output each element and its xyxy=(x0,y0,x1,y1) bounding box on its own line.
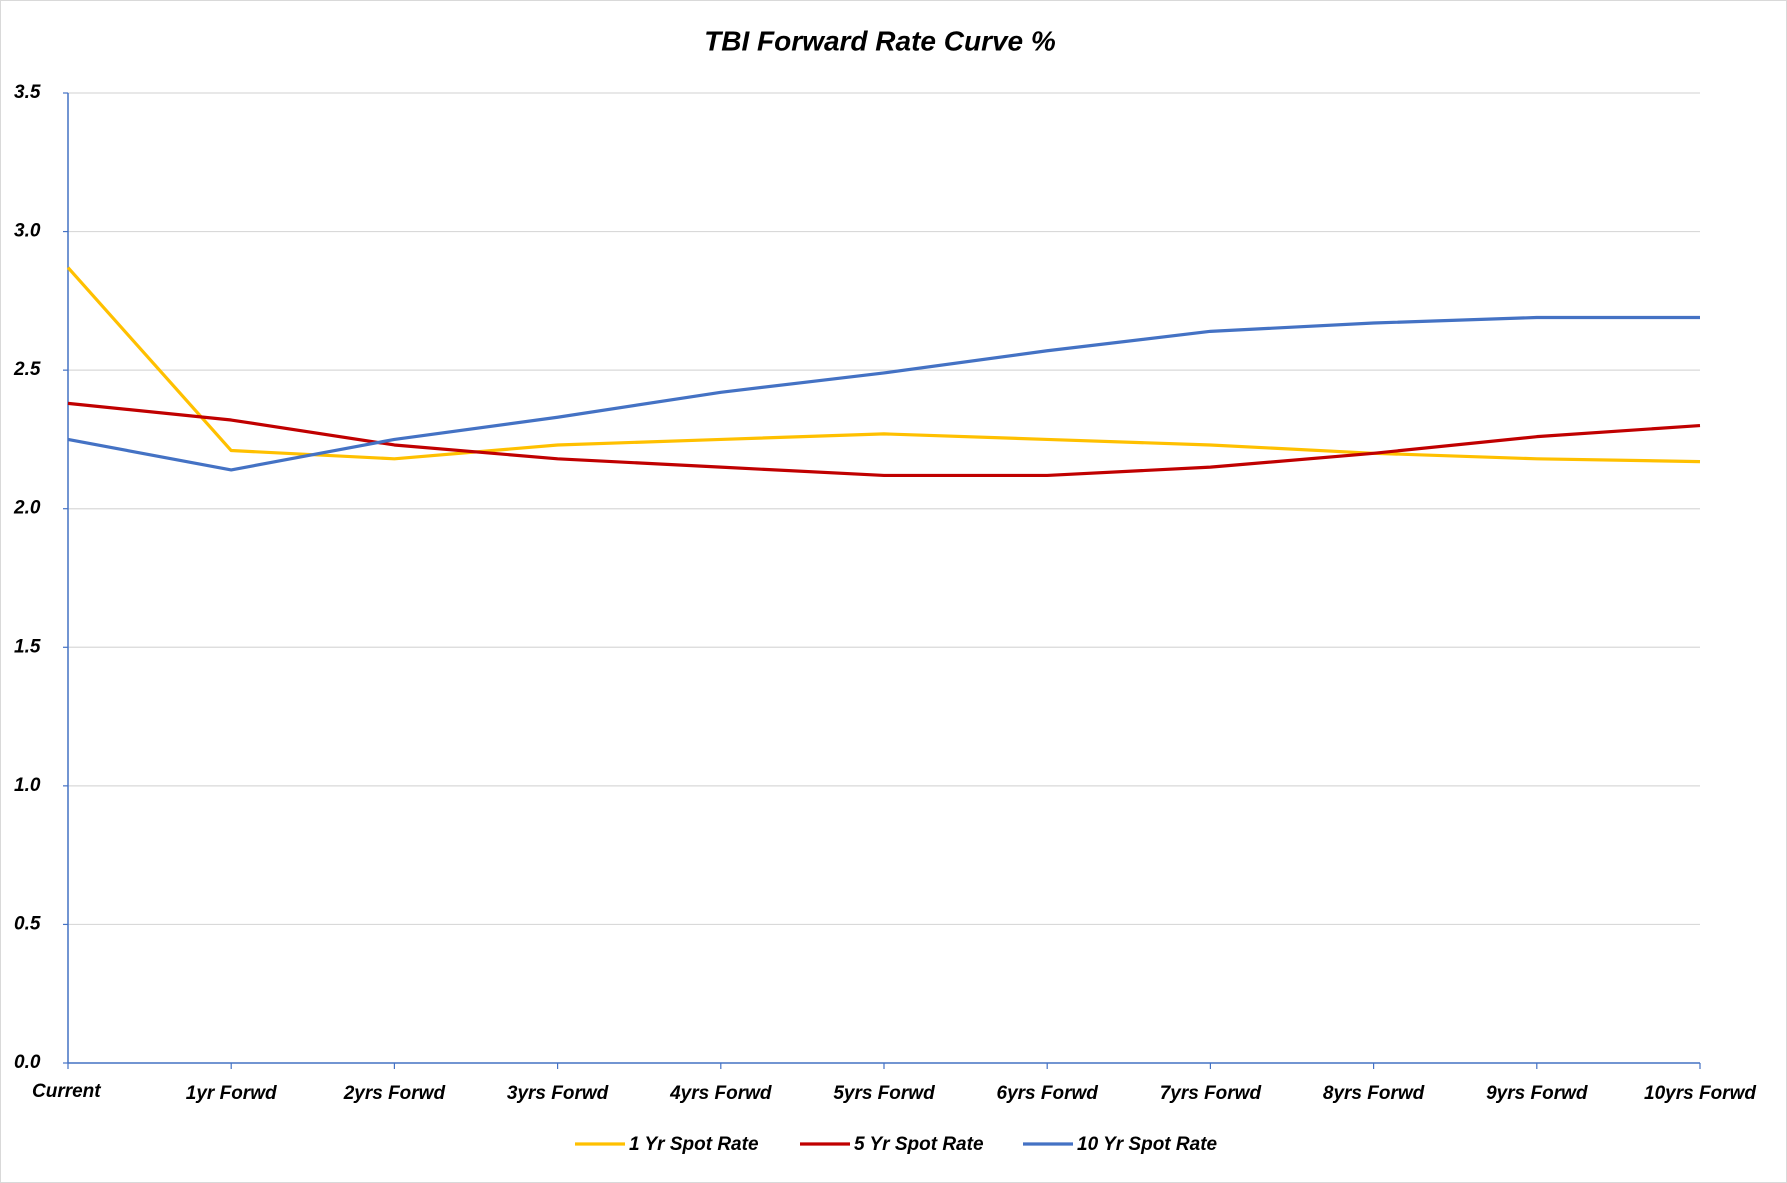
line-series xyxy=(67,315,1700,472)
x-tick-label: 6yrs Forwd xyxy=(997,1083,1099,1104)
y-tick-label: 3.0 xyxy=(14,221,41,242)
x-tick-label: 7yrs Forwd xyxy=(1160,1083,1262,1104)
line-series xyxy=(66,266,1701,464)
y-tick-label: 3.5 xyxy=(14,82,41,103)
y-tick-label: 0.5 xyxy=(14,913,41,934)
legend-label: 1 Yr Spot Rate xyxy=(629,1134,759,1155)
y-tick-label: 1.5 xyxy=(14,636,41,657)
x-tick-label: 5yrs Forwd xyxy=(833,1083,935,1104)
y-tick-label: 0.0 xyxy=(14,1052,41,1073)
x-tick-label: 10yrs Forwd xyxy=(1644,1083,1756,1104)
x-tick-label: 2yrs Forwd xyxy=(343,1083,446,1104)
y-tick-label: 1.0 xyxy=(14,775,41,796)
x-tick-label: 1yr Forwd xyxy=(186,1083,277,1104)
x-tick-label: 3yrs Forwd xyxy=(507,1083,609,1104)
x-tick-label: 8yrs Forwd xyxy=(1323,1083,1425,1104)
line-series xyxy=(67,401,1701,478)
legend-label: 10 Yr Spot Rate xyxy=(1077,1134,1218,1155)
y-tick-label: 2.0 xyxy=(13,498,41,519)
x-tick-label: 9yrs Forwd xyxy=(1486,1083,1588,1104)
x-tick-label: 4yrs Forwd xyxy=(669,1083,772,1104)
legend-label: 5 Yr Spot Rate xyxy=(854,1134,984,1155)
x-tick-label: Current xyxy=(32,1081,101,1102)
chart-title: TBI Forward Rate Curve % xyxy=(704,25,1056,56)
y-tick-label: 2.5 xyxy=(13,359,41,380)
